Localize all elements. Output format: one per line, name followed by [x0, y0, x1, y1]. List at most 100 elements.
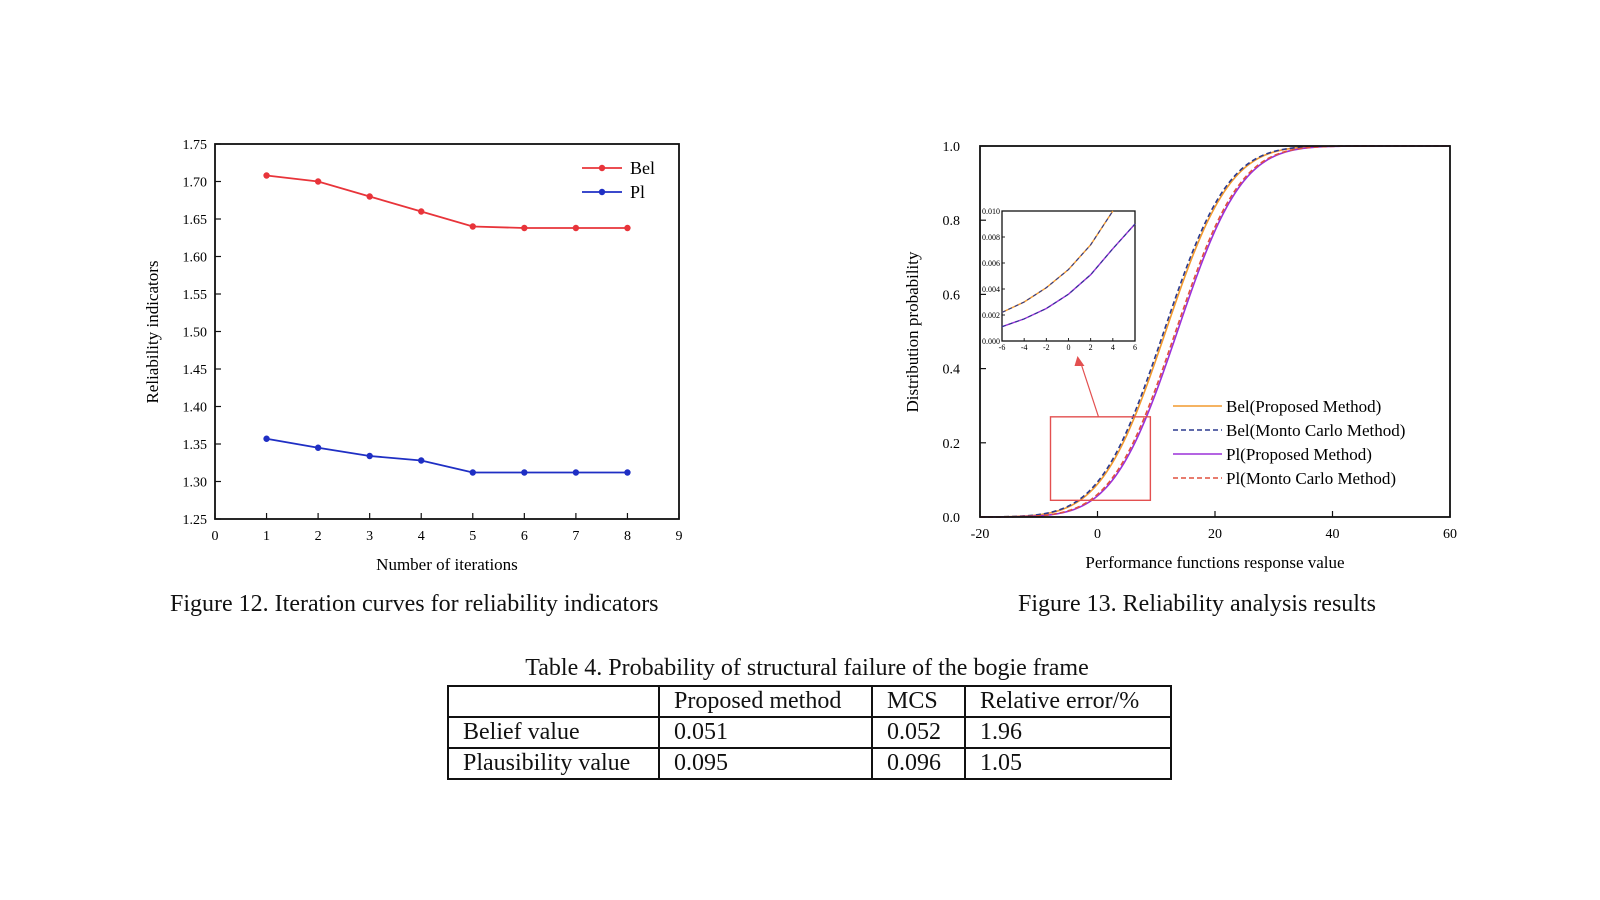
- legend-label-0: Bel(Proposed Method): [1226, 397, 1381, 416]
- data-point-pl: [263, 435, 270, 442]
- failure-probability-table: Proposed method MCS Relative error/% Bel…: [447, 685, 1172, 780]
- table-header-cell: Proposed method: [658, 685, 873, 718]
- data-point-bel: [469, 223, 476, 230]
- data-point-pl: [469, 469, 476, 476]
- x-tick-label: 0: [1094, 527, 1101, 542]
- y-tick-label: 0.0: [943, 511, 961, 526]
- legend-label-3: Pl(Monto Carlo Method): [1226, 469, 1396, 488]
- table-header-row: Proposed method MCS Relative error/%: [447, 685, 1172, 718]
- x-tick-label: 5: [469, 529, 476, 544]
- inset-y-tick-label: 0.000: [982, 337, 1000, 346]
- series-line-bel: [266, 174, 628, 229]
- data-point-bel: [624, 224, 631, 232]
- x-tick-label: 8: [624, 529, 631, 544]
- inset-y-tick-label: 0.002: [982, 311, 1000, 320]
- y-tick-label: 0.4: [943, 363, 961, 378]
- fig13-y-axis-label: Distribution probability: [903, 251, 922, 413]
- inset-y-tick-label: 0.010: [982, 207, 1000, 216]
- data-point-bel: [572, 224, 580, 232]
- table-cell: Plausibility value: [447, 747, 660, 780]
- data-point-pl: [314, 444, 322, 451]
- inset-x-tick-label: -6: [999, 343, 1006, 352]
- y-tick-label: 1.25: [183, 513, 208, 528]
- table-cell: 0.096: [871, 747, 966, 780]
- y-tick-label: 1.35: [183, 438, 208, 453]
- y-tick-label: 1.0: [943, 140, 961, 155]
- series-line-pl: [266, 437, 628, 474]
- data-point-bel: [366, 193, 373, 200]
- inset-x-tick-label: -4: [1021, 343, 1028, 352]
- inset-y-tick-label: 0.008: [982, 233, 1000, 242]
- y-tick-label: 1.55: [183, 288, 208, 303]
- legend-label-2: Pl(Proposed Method): [1226, 445, 1372, 464]
- data-point-bel: [521, 224, 528, 232]
- table-row: Plausibility value 0.095 0.096 1.05: [447, 747, 1172, 780]
- x-tick-label: 40: [1326, 527, 1340, 542]
- y-tick-label: 1.50: [183, 326, 208, 341]
- inset-x-tick-label: -2: [1043, 343, 1050, 352]
- data-point-pl: [366, 452, 373, 460]
- table-header-cell: [447, 685, 660, 718]
- data-point-bel: [418, 208, 425, 215]
- x-tick-label: 60: [1443, 527, 1457, 542]
- y-tick-label: 1.40: [183, 401, 208, 416]
- inset-x-tick-label: 4: [1111, 343, 1115, 352]
- legend-marker-bel: [598, 164, 606, 172]
- y-tick-label: 1.30: [183, 476, 208, 491]
- inset-x-tick-label: 6: [1133, 343, 1137, 352]
- x-tick-label: 6: [521, 529, 528, 544]
- y-tick-label: 1.45: [183, 363, 208, 378]
- legend-label-bel: Bel: [630, 158, 655, 178]
- x-tick-label: -20: [971, 527, 990, 542]
- figure-13-chart: 0.00.20.40.60.81.0 -20 0 20 40 60 0.0000.002…: [903, 140, 1457, 572]
- x-tick-label: 20: [1208, 527, 1222, 542]
- table-header-cell: MCS: [871, 685, 966, 718]
- x-tick-label: 7: [572, 529, 579, 544]
- inset-plot-frame: [1001, 210, 1136, 342]
- y-tick-label: 1.75: [183, 138, 208, 153]
- data-point-bel: [263, 172, 270, 179]
- table-header-cell: Relative error/%: [964, 685, 1172, 718]
- fig12-x-axis-label: Number of iterations: [376, 555, 518, 574]
- y-tick-label: 0.2: [943, 437, 961, 452]
- inset-y-tick-label: 0.006: [982, 259, 1000, 268]
- data-point-pl: [624, 469, 631, 476]
- inset-y-tick-label: 0.004: [982, 285, 1000, 294]
- data-point-pl: [418, 457, 425, 464]
- figure-13-caption: Figure 13. Reliability analysis results: [1018, 591, 1376, 617]
- inset-x-tick-label: 0: [1067, 343, 1071, 352]
- fig13-plot-frame: [979, 145, 1451, 518]
- zoom-arrow-head: [1074, 356, 1085, 366]
- legend-label-1: Bel(Monto Carlo Method): [1226, 421, 1405, 440]
- data-point-bel: [314, 178, 322, 185]
- figure-12-caption: Figure 12. Iteration curves for reliabil…: [170, 591, 659, 617]
- x-tick-label: 3: [366, 529, 373, 544]
- table-cell: 1.05: [964, 747, 1172, 780]
- y-tick-label: 0.8: [943, 214, 961, 229]
- inset-x-tick-label: 2: [1089, 343, 1093, 352]
- y-tick-label: 1.60: [183, 251, 208, 266]
- fig12-plot-frame: [214, 143, 680, 520]
- figure-12-chart: 1.25 1.30 1.35 1.40 1.45 1.50 1.55 1.60 1.65 1.70…: [143, 138, 683, 574]
- fig12-y-axis-label: Reliability indicators: [143, 260, 162, 403]
- table-cell: 1.96: [964, 716, 1172, 749]
- y-tick-label: 0.6: [943, 288, 961, 303]
- table-row: Belief value 0.051 0.052 1.96: [447, 716, 1172, 749]
- zoom-region-box: [1049, 416, 1152, 502]
- x-tick-label: 2: [315, 529, 322, 544]
- table-title: Table 4. Probability of structural failu…: [525, 655, 1089, 681]
- x-tick-label: 4: [418, 529, 425, 544]
- inset-curve-dashed-bel: [1001, 210, 1114, 313]
- table-cell: 0.051: [658, 716, 873, 749]
- legend-label-pl: Pl: [630, 182, 645, 202]
- inset-curve-dashed-pl: [1001, 223, 1136, 328]
- x-tick-label: 0: [212, 529, 219, 544]
- fig13-x-axis-label: Performance functions response value: [1085, 553, 1344, 572]
- y-tick-label: 1.65: [183, 213, 208, 228]
- data-point-pl: [521, 469, 528, 476]
- table-cell: 0.052: [871, 716, 966, 749]
- x-tick-label: 1: [263, 529, 270, 544]
- y-tick-label: 1.70: [183, 176, 208, 191]
- legend-marker-pl: [598, 188, 606, 196]
- x-tick-label: 9: [676, 529, 683, 544]
